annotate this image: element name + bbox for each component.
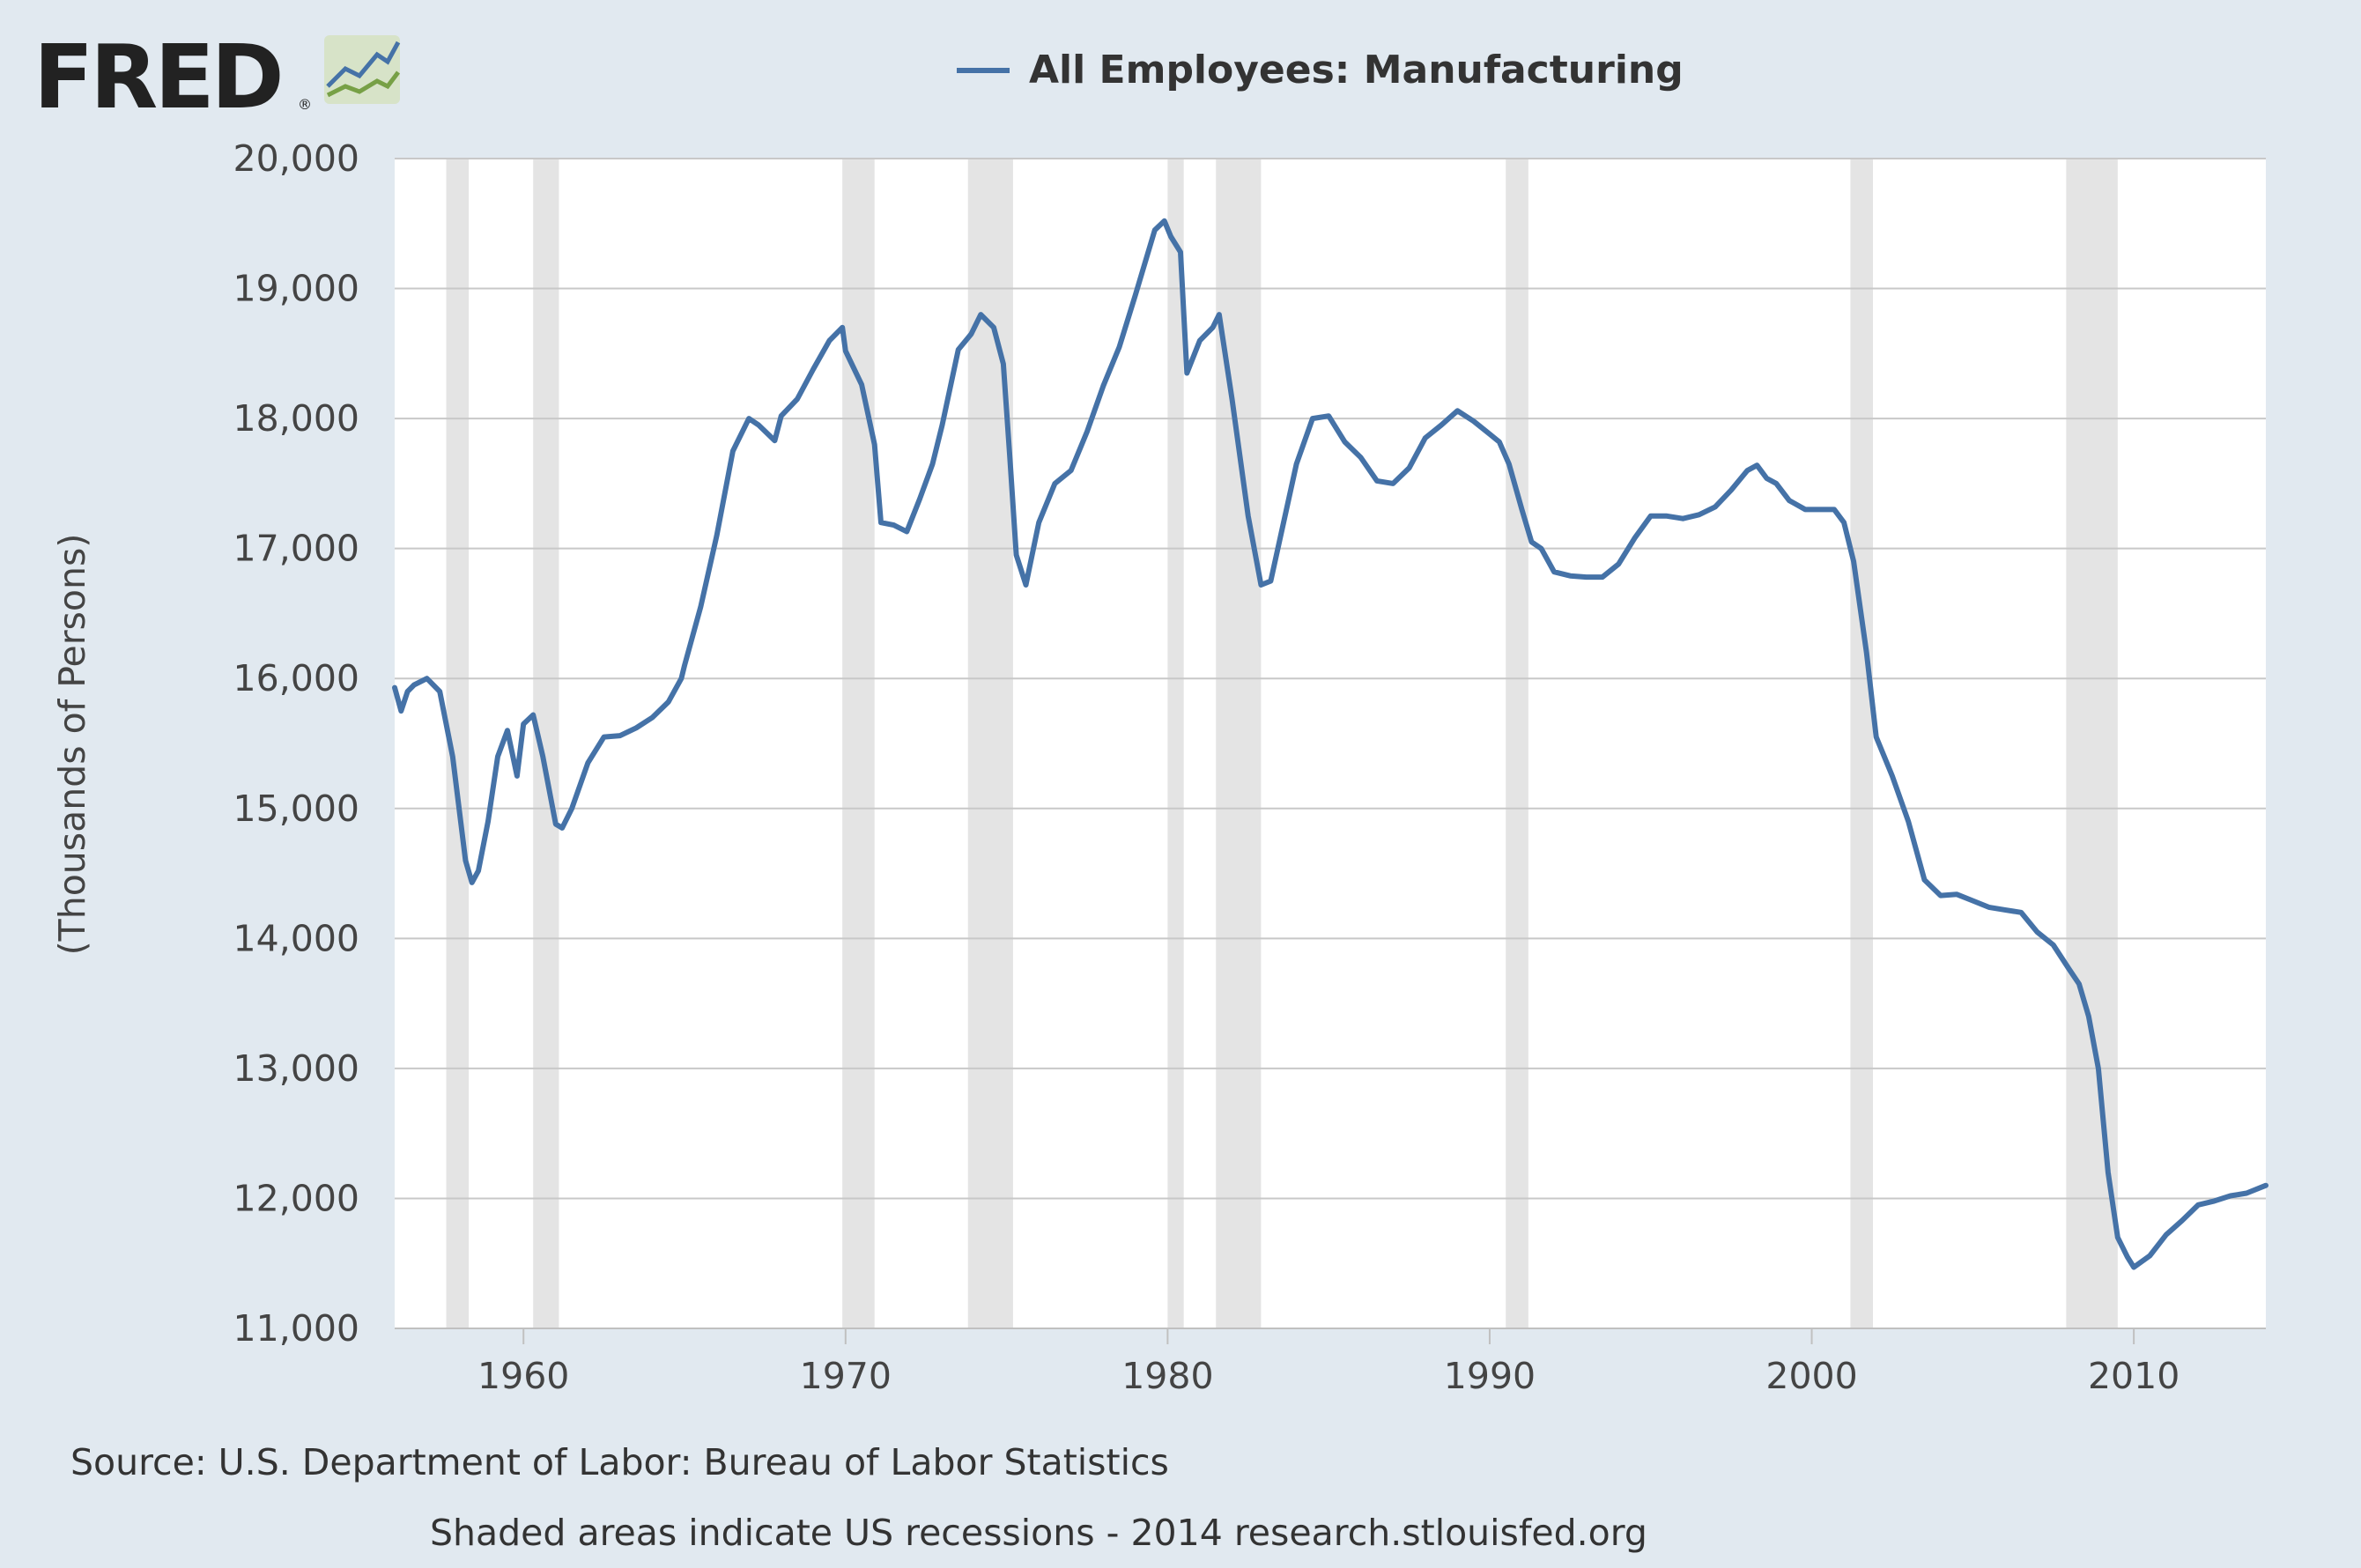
y-tick-label: 12,000 — [233, 1177, 359, 1219]
series-line-manufacturing[interactable] — [392, 218, 2268, 1270]
recession-bands — [446, 159, 2118, 1328]
plot-area — [395, 159, 2266, 1328]
y-axis-title: (Thousands of Persons) — [51, 534, 93, 956]
fred-logo: FRED ® — [33, 26, 401, 129]
y-axis-ticks: 11,000 12,000 13,000 14,000 15,000 16,000 17,0… — [233, 137, 359, 1350]
x-tick-label: 2010 — [2088, 1355, 2180, 1397]
logo-text: FRED — [33, 26, 281, 129]
x-tick-label: 2000 — [1765, 1355, 1857, 1397]
y-tick-label: 16,000 — [233, 657, 359, 699]
recession-note: Shaded areas indicate US recessions - 20… — [430, 1512, 1647, 1554]
recession-band — [533, 159, 559, 1328]
y-tick-label: 19,000 — [233, 268, 359, 310]
x-axis-ticks: 1960 1970 1980 1990 2000 2010 — [477, 1328, 2180, 1397]
recession-band — [967, 159, 1013, 1328]
recession-band — [842, 159, 875, 1328]
recession-band — [1850, 159, 1873, 1328]
logo-registered-mark: ® — [298, 96, 312, 113]
y-tick-label: 17,000 — [233, 528, 359, 570]
y-tick-label: 11,000 — [233, 1307, 359, 1350]
y-tick-label: 13,000 — [233, 1047, 359, 1090]
x-tick-label: 1980 — [1121, 1355, 1213, 1397]
x-tick-label: 1970 — [800, 1355, 892, 1397]
legend-label: All Employees: Manufacturing — [1029, 48, 1684, 92]
logo-chart-icon — [324, 35, 401, 104]
x-tick-label: 1990 — [1444, 1355, 1536, 1397]
recession-band — [2066, 159, 2118, 1328]
y-tick-label: 18,000 — [233, 397, 359, 440]
y-tick-label: 14,000 — [233, 917, 359, 959]
x-tick-label: 1960 — [477, 1355, 569, 1397]
legend[interactable]: All Employees: Manufacturing — [957, 48, 1684, 92]
recession-band — [1506, 159, 1528, 1328]
recession-band — [1167, 159, 1184, 1328]
source-note: Source: U.S. Department of Labor: Bureau… — [70, 1441, 1169, 1483]
y-tick-label: 20,000 — [233, 137, 359, 180]
y-tick-label: 15,000 — [233, 788, 359, 830]
